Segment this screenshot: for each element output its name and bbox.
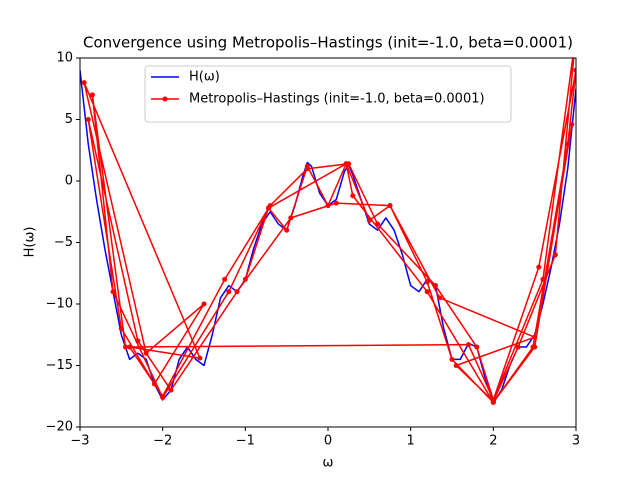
series-marker (515, 344, 521, 350)
series-marker (532, 344, 538, 350)
series-marker (201, 301, 207, 307)
series-marker (304, 166, 310, 172)
series-marker (466, 342, 472, 348)
x-tick-label: 0 (324, 434, 332, 449)
series-marker (168, 387, 174, 393)
series-marker (432, 283, 438, 289)
series-marker (453, 363, 459, 368)
series-line (83, 58, 576, 404)
series-marker (284, 227, 290, 233)
series-marker (387, 203, 393, 209)
series-marker (565, 141, 571, 147)
x-tick-label: 3 (572, 434, 580, 449)
series-marker (122, 344, 128, 350)
legend-marker (162, 96, 168, 102)
x-tick-label: −2 (153, 434, 172, 449)
series-marker (265, 205, 271, 211)
legend-box (144, 65, 512, 123)
x-tick-label: 2 (489, 434, 497, 449)
series-marker (234, 289, 240, 295)
series-marker (127, 344, 133, 350)
x-tick-label: −1 (236, 434, 255, 449)
series-marker (81, 80, 87, 86)
series-marker (160, 394, 166, 400)
legend: H(ω) Metropolis–Hastings (init=-1.0, beta… (144, 65, 512, 123)
series-marker (540, 276, 546, 282)
series-marker (350, 193, 356, 199)
series-marker (242, 276, 248, 282)
series-marker (424, 289, 430, 295)
y-tick-label: −15 (46, 358, 73, 373)
series-marker (110, 289, 116, 295)
series-marker (222, 276, 228, 282)
series-marker (85, 117, 91, 122)
series-marker (151, 381, 157, 387)
x-tick-label: −3 (70, 434, 89, 449)
series-marker (552, 252, 558, 258)
x-axis-label: ω (323, 456, 334, 471)
series-marker (143, 350, 149, 356)
series-marker (474, 344, 480, 350)
series-marker (118, 326, 124, 332)
series-marker (135, 338, 141, 344)
series-marker (449, 356, 455, 362)
series-marker (569, 121, 575, 127)
series-marker (325, 203, 331, 209)
series-marker (490, 399, 496, 405)
chart-title: Convergence using Metropolis–Hastings (i… (83, 34, 573, 52)
y-tick-label: 0 (65, 174, 73, 189)
series-marker (226, 289, 232, 295)
series-marker (437, 295, 443, 301)
series-marker (366, 217, 372, 223)
y-tick-label: −5 (54, 235, 73, 250)
plot-area (80, 58, 576, 405)
series-marker (89, 92, 95, 98)
legend-label: Metropolis–Hastings (init=-1.0, beta=0.0… (189, 92, 485, 107)
y-axis-label: H(ω) (23, 227, 38, 258)
y-tick-label: 5 (65, 112, 73, 127)
y-tick-label: −10 (46, 297, 73, 312)
series-marker (343, 161, 349, 167)
series-marker (532, 334, 538, 340)
series-marker (288, 215, 294, 221)
y-tick-label: −20 (46, 420, 73, 435)
x-tick-label: 1 (407, 434, 415, 449)
series-marker (375, 221, 381, 227)
series-marker (197, 355, 203, 361)
series-marker (333, 200, 339, 206)
y-tick-label: 10 (56, 51, 73, 66)
series-marker (424, 279, 430, 285)
series-marker (573, 67, 576, 73)
legend-label: H(ω) (189, 70, 220, 85)
series-marker (536, 264, 542, 270)
